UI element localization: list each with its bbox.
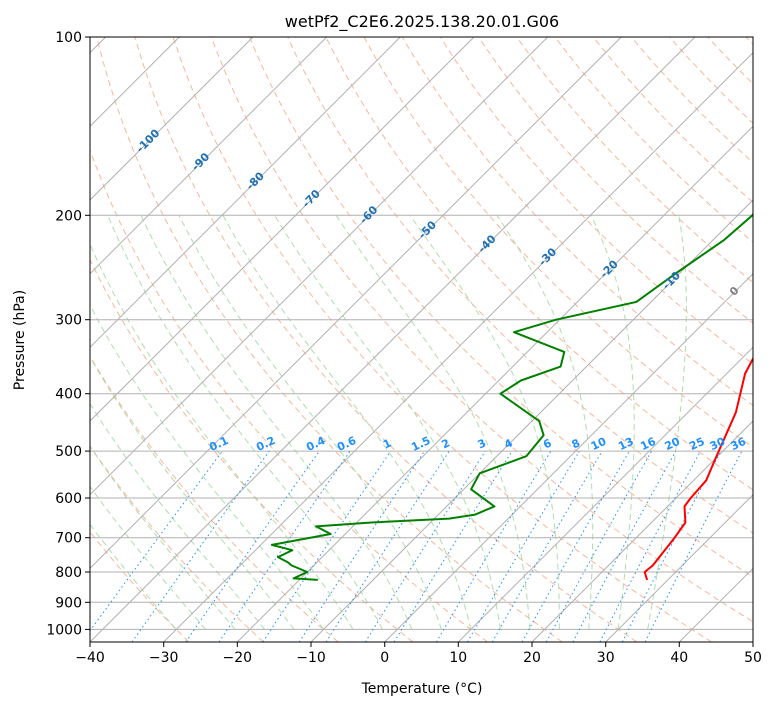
mixing-ratio-line bbox=[393, 450, 513, 642]
mixing-ratio-line bbox=[185, 450, 320, 642]
mixing-ratio-label: 10 bbox=[589, 435, 609, 453]
y-tick-label: 900 bbox=[55, 595, 82, 611]
mixing-ratio-label: 13 bbox=[616, 435, 635, 453]
y-tick-label: 800 bbox=[55, 565, 82, 581]
isotherm-line bbox=[310, 199, 753, 642]
isotherm-line bbox=[90, 37, 328, 275]
x-tick-label: 20 bbox=[523, 650, 541, 666]
dry-adiabat-line bbox=[210, 37, 753, 623]
y-tick-label: 1000 bbox=[46, 622, 82, 638]
isotherm-line bbox=[163, 51, 753, 642]
moist-adiabat-line bbox=[107, 215, 383, 630]
isotherm-line bbox=[236, 125, 753, 642]
dry-adiabat-line bbox=[630, 37, 753, 164]
isotherm-line bbox=[90, 37, 254, 201]
mixing-ratio-line bbox=[364, 450, 486, 642]
dry-adiabat-line bbox=[401, 37, 753, 406]
temperature-line bbox=[643, 356, 753, 581]
chart-title: wetPf2_C2E6.2025.138.20.01.G06 bbox=[285, 12, 559, 32]
profile-lines bbox=[270, 212, 753, 581]
x-tick-label: 50 bbox=[744, 650, 762, 666]
mixing-ratio-label: 30 bbox=[708, 435, 728, 453]
isotherm-line bbox=[752, 641, 753, 642]
mixing-ratio-line bbox=[572, 450, 677, 642]
plot-frame bbox=[89, 36, 754, 643]
y-tick-label: 500 bbox=[55, 444, 82, 460]
dry-adiabat-line bbox=[90, 445, 264, 642]
dry-adiabat-line bbox=[287, 37, 753, 534]
x-tick-label: −30 bbox=[149, 650, 179, 666]
isotherm-line bbox=[605, 493, 753, 642]
dry-adiabat-line bbox=[592, 37, 753, 203]
y-axis-title: Pressure (hPa) bbox=[12, 290, 28, 390]
mixing-ratio-label: 36 bbox=[729, 435, 749, 453]
y-axis: 100 200 300 400 500 600 700 800 900 1000 bbox=[46, 30, 90, 638]
x-axis-title: Temperature (°C) bbox=[361, 681, 483, 697]
y-tick-label: 100 bbox=[55, 30, 82, 46]
mixing-ratio-line bbox=[90, 450, 223, 632]
y-tick-label: 700 bbox=[55, 531, 82, 547]
mixing-ratio-line bbox=[325, 450, 450, 642]
mixing-ratio-line bbox=[298, 450, 425, 642]
dry-adiabat-line bbox=[134, 37, 638, 642]
mixing-ratio-line bbox=[435, 450, 552, 642]
isotherm-line bbox=[457, 346, 753, 642]
mixing-ratio-line bbox=[491, 450, 603, 642]
isotherm-line bbox=[90, 37, 549, 496]
mixing-ratio-label: 25 bbox=[687, 435, 706, 453]
dry-adiabat-line bbox=[325, 37, 753, 491]
x-tick-label: 30 bbox=[597, 650, 615, 666]
isotherm-line bbox=[90, 37, 475, 422]
y-tick-label: 200 bbox=[55, 208, 82, 224]
dewpoint-line bbox=[270, 212, 753, 581]
x-tick-label: 10 bbox=[449, 650, 467, 666]
dry-adiabat-line bbox=[363, 37, 753, 448]
isotherm-line bbox=[531, 420, 753, 642]
y-tick-label: 400 bbox=[55, 387, 82, 403]
x-tick-label: 40 bbox=[670, 650, 688, 666]
x-tick-label: −20 bbox=[223, 650, 253, 666]
mixing-ratio-label: 16 bbox=[638, 435, 658, 453]
plot-background bbox=[90, 37, 753, 642]
isotherm-line bbox=[90, 37, 696, 642]
x-tick-label: −10 bbox=[296, 650, 326, 666]
dry-adiabat-line bbox=[90, 258, 414, 642]
isotherm-line bbox=[90, 37, 622, 570]
dry-adiabat-line bbox=[96, 37, 563, 642]
y-tick-label: 300 bbox=[55, 313, 82, 329]
x-tick-label: −40 bbox=[75, 650, 105, 666]
dry-adiabat-line bbox=[478, 37, 753, 324]
mixing-ratio-line bbox=[131, 450, 270, 642]
y-tick-label: 600 bbox=[55, 491, 82, 507]
isotherm-line bbox=[90, 37, 401, 349]
moist-adiabat-line bbox=[90, 303, 325, 630]
mixing-ratio-line bbox=[467, 450, 580, 642]
mixing-ratio-line bbox=[521, 450, 630, 642]
isotherm-line bbox=[384, 272, 753, 642]
x-tick-label: 0 bbox=[380, 650, 389, 666]
dry-adiabat-line bbox=[516, 37, 753, 284]
x-axis: −40 −30 −20 −10 0 10 20 30 40 50 bbox=[75, 642, 762, 666]
mixing-ratio-label: 20 bbox=[663, 435, 683, 453]
mixing-ratio-line bbox=[545, 450, 653, 642]
background-lines bbox=[90, 37, 753, 642]
dry-adiabat-line bbox=[172, 37, 712, 642]
